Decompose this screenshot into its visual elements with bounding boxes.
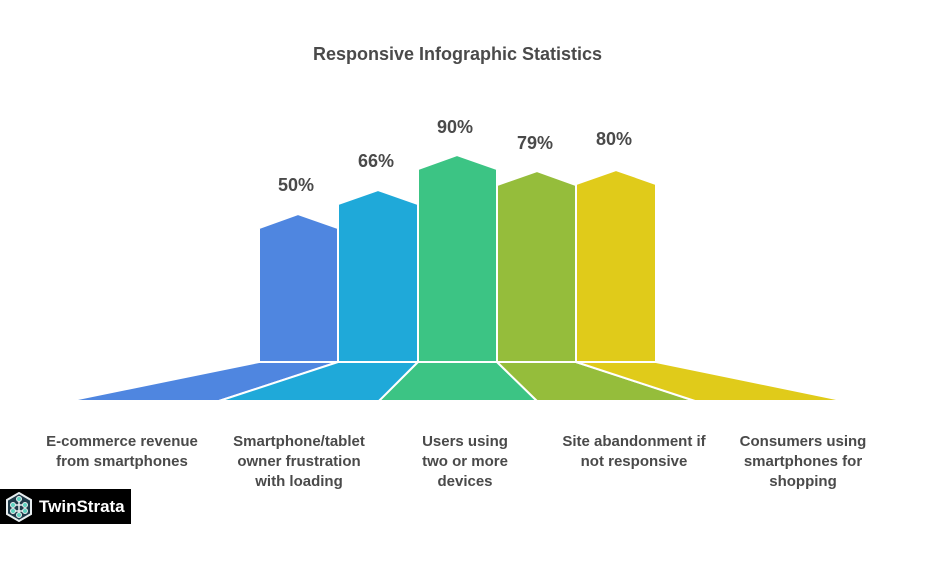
value-label-2: 90% bbox=[436, 117, 474, 137]
bar-0 bbox=[258, 213, 339, 363]
network-hexagon-icon bbox=[6, 491, 32, 522]
value-label-3: 79% bbox=[516, 133, 554, 153]
category-label-1: Smartphone/tablet owner frustration with… bbox=[233, 433, 365, 490]
brand-name: TwinStrata bbox=[39, 496, 125, 516]
brand-badge: TwinStrata bbox=[0, 489, 131, 524]
bar-4 bbox=[575, 169, 657, 363]
category-label-4: Consumers using smartphones for shopping bbox=[739, 433, 867, 490]
category-label-3: Site abandonment if not responsive bbox=[562, 433, 706, 470]
value-label-1: 66% bbox=[357, 151, 395, 171]
chart-title: Responsive Infographic Statistics bbox=[312, 44, 603, 64]
bar-1 bbox=[337, 189, 419, 363]
bar-2 bbox=[417, 154, 498, 363]
value-label-4: 80% bbox=[595, 129, 633, 149]
bar-3 bbox=[496, 170, 577, 363]
category-label-0: E-commerce revenue from smartphones bbox=[46, 433, 198, 470]
category-label-2: Users using two or more devices bbox=[422, 433, 508, 490]
value-label-0: 50% bbox=[277, 175, 315, 195]
